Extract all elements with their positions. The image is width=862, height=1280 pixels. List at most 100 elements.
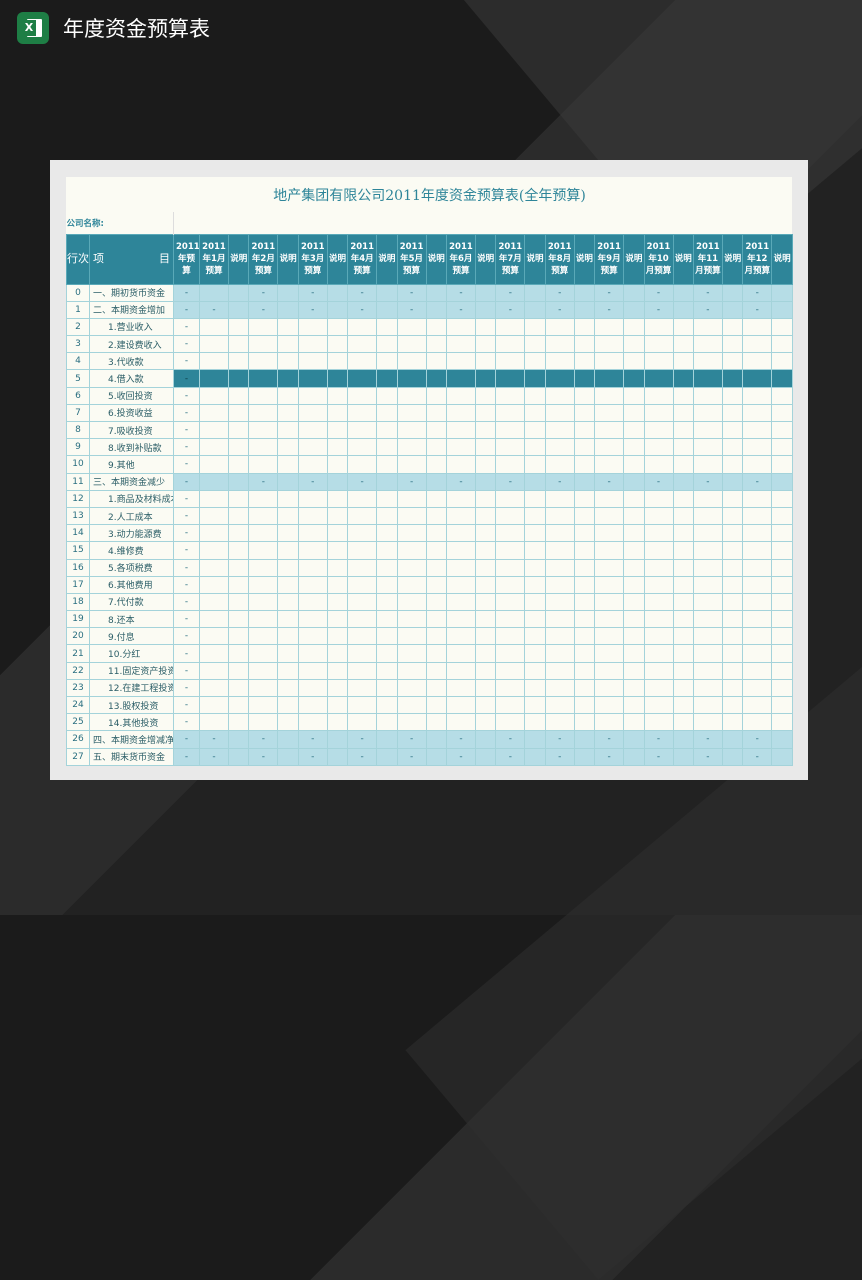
row-label[interactable]: 3.动力能源费 <box>89 524 174 543</box>
month-budget-cell[interactable] <box>594 713 625 732</box>
month-budget-cell[interactable] <box>742 386 773 405</box>
note-cell[interactable] <box>277 627 299 646</box>
month-budget-cell[interactable] <box>495 369 526 388</box>
note-cell[interactable] <box>771 610 794 629</box>
month-budget-cell[interactable] <box>544 489 575 508</box>
note-cell[interactable] <box>277 455 299 474</box>
note-cell[interactable] <box>573 541 596 560</box>
month-budget-cell[interactable]: - <box>297 283 328 302</box>
note-cell[interactable] <box>524 713 546 732</box>
note-cell[interactable] <box>425 558 447 577</box>
note-cell[interactable] <box>376 335 398 354</box>
row-label[interactable]: 一、期初货币资金 <box>89 283 174 302</box>
note-cell[interactable] <box>623 506 645 526</box>
month-budget-cell[interactable]: - <box>643 300 674 319</box>
note-cell[interactable] <box>474 352 497 371</box>
month-budget-cell[interactable]: - <box>742 300 773 319</box>
note-cell[interactable] <box>771 524 794 543</box>
month-budget-cell[interactable]: - <box>199 300 229 319</box>
note-cell[interactable] <box>623 730 645 749</box>
month-budget-cell[interactable] <box>495 678 526 698</box>
note-cell[interactable] <box>721 678 744 698</box>
month-budget-cell[interactable] <box>347 420 378 440</box>
note-cell[interactable] <box>771 283 794 302</box>
month-budget-cell[interactable] <box>347 335 378 354</box>
month-budget-cell[interactable]: - <box>199 747 229 766</box>
note-cell[interactable] <box>573 283 596 302</box>
note-cell[interactable] <box>771 335 794 354</box>
month-budget-cell[interactable] <box>347 489 378 508</box>
note-cell[interactable] <box>376 283 398 302</box>
row-label[interactable]: 10.分红 <box>89 644 174 663</box>
month-budget-cell[interactable] <box>495 575 526 594</box>
month-budget-cell[interactable] <box>594 455 625 474</box>
month-budget-cell[interactable] <box>742 455 773 474</box>
row-label[interactable]: 7.代付款 <box>89 592 174 612</box>
note-cell[interactable] <box>524 747 546 766</box>
month-budget-cell[interactable]: - <box>445 300 476 319</box>
month-budget-cell[interactable]: - <box>396 472 427 491</box>
note-cell[interactable] <box>474 300 497 319</box>
note-cell[interactable] <box>227 575 250 594</box>
month-budget-cell[interactable] <box>742 420 773 440</box>
note-cell[interactable] <box>277 489 299 508</box>
month-budget-cell[interactable] <box>643 489 674 508</box>
month-budget-cell[interactable]: - <box>396 730 427 749</box>
note-cell[interactable] <box>573 335 596 354</box>
month-budget-cell[interactable] <box>248 541 279 560</box>
month-budget-cell[interactable] <box>199 489 229 508</box>
note-cell[interactable] <box>573 352 596 371</box>
month-budget-cell[interactable] <box>248 713 279 732</box>
month-budget-cell[interactable] <box>347 627 378 646</box>
annual-budget-cell[interactable]: - <box>173 283 200 302</box>
note-cell[interactable] <box>425 317 447 337</box>
month-budget-cell[interactable] <box>495 420 526 440</box>
month-budget-cell[interactable]: - <box>445 472 476 491</box>
note-cell[interactable] <box>721 403 744 423</box>
row-label[interactable]: 2.人工成本 <box>89 506 174 526</box>
note-cell[interactable] <box>277 283 299 302</box>
note-cell[interactable] <box>623 438 645 457</box>
note-cell[interactable] <box>425 747 447 766</box>
note-cell[interactable] <box>721 420 744 440</box>
note-cell[interactable] <box>376 472 398 491</box>
annual-budget-cell[interactable]: - <box>173 352 200 371</box>
note-cell[interactable] <box>277 506 299 526</box>
month-budget-cell[interactable] <box>396 575 427 594</box>
note-cell[interactable] <box>474 627 497 646</box>
note-cell[interactable] <box>524 558 546 577</box>
note-cell[interactable] <box>277 644 299 663</box>
month-budget-cell[interactable] <box>396 335 427 354</box>
month-budget-cell[interactable] <box>643 386 674 405</box>
month-budget-cell[interactable] <box>692 661 723 680</box>
note-cell[interactable] <box>326 369 349 388</box>
month-budget-cell[interactable] <box>396 627 427 646</box>
note-cell[interactable] <box>326 644 349 663</box>
month-budget-cell[interactable] <box>248 627 279 646</box>
month-budget-cell[interactable] <box>248 592 279 612</box>
month-budget-cell[interactable] <box>742 627 773 646</box>
note-cell[interactable] <box>623 610 645 629</box>
note-cell[interactable] <box>623 352 645 371</box>
note-cell[interactable] <box>425 678 447 698</box>
note-cell[interactable] <box>376 386 398 405</box>
month-budget-cell[interactable] <box>248 575 279 594</box>
note-cell[interactable] <box>227 592 250 612</box>
month-budget-cell[interactable] <box>445 541 476 560</box>
month-budget-cell[interactable]: - <box>544 730 575 749</box>
note-cell[interactable] <box>672 541 694 560</box>
month-budget-cell[interactable] <box>692 438 723 457</box>
month-budget-cell[interactable] <box>742 489 773 508</box>
month-budget-cell[interactable] <box>347 386 378 405</box>
note-cell[interactable] <box>376 541 398 560</box>
note-cell[interactable] <box>524 420 546 440</box>
note-cell[interactable] <box>425 730 447 749</box>
row-label[interactable]: 4.维修费 <box>89 541 174 560</box>
month-budget-cell[interactable] <box>495 713 526 732</box>
month-budget-cell[interactable] <box>445 695 476 715</box>
month-budget-cell[interactable] <box>692 627 723 646</box>
month-budget-cell[interactable] <box>347 438 378 457</box>
note-cell[interactable] <box>721 541 744 560</box>
note-cell[interactable] <box>573 300 596 319</box>
month-budget-cell[interactable] <box>495 352 526 371</box>
